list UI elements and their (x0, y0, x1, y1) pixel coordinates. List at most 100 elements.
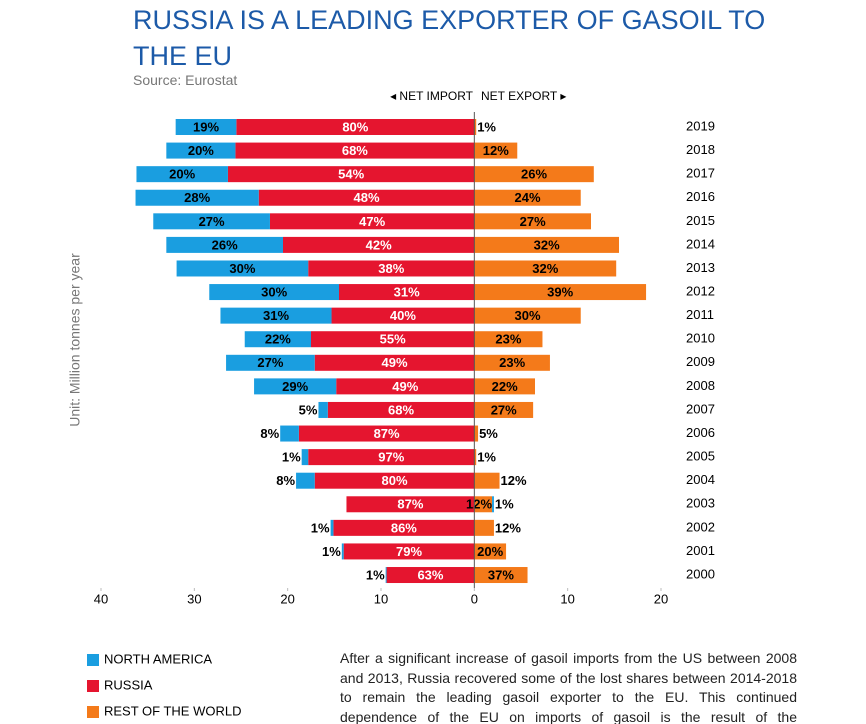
data-label: 12% (501, 473, 527, 488)
bar (301, 449, 309, 466)
bar (386, 567, 475, 584)
data-label: 24% (515, 190, 541, 205)
bar (258, 189, 475, 206)
bar (296, 472, 315, 489)
bar (269, 213, 475, 230)
bar (298, 425, 475, 442)
legend-swatch (87, 706, 99, 718)
category-label: 2016 (686, 189, 715, 204)
data-label: 19% (193, 119, 219, 134)
bar (235, 142, 475, 159)
data-label: 80% (382, 473, 408, 488)
data-label: 54% (338, 167, 364, 182)
data-label: 1% (495, 497, 514, 512)
data-label: 63% (417, 567, 443, 582)
category-label: 2015 (686, 213, 715, 228)
data-label: 1% (282, 450, 301, 465)
bar (474, 425, 479, 442)
bar (227, 166, 475, 183)
legend-label: REST OF THE WORLD (104, 703, 241, 718)
category-label: 2013 (686, 260, 715, 275)
data-label: 5% (479, 426, 498, 441)
data-label: 8% (260, 426, 279, 441)
data-label: 97% (378, 450, 404, 465)
bar (346, 496, 475, 513)
bar (318, 401, 328, 418)
bar (474, 378, 535, 395)
data-label: 12% (466, 497, 492, 512)
bar (492, 496, 494, 513)
data-label: 79% (396, 544, 422, 559)
category-label: 2002 (686, 519, 715, 534)
bar (474, 260, 617, 277)
data-label: 32% (534, 237, 560, 252)
category-label: 2018 (686, 142, 715, 157)
bar (474, 189, 581, 206)
category-label: 2000 (686, 566, 715, 581)
bar (474, 236, 619, 253)
category-label: 2012 (686, 283, 715, 298)
legend-swatch (87, 654, 99, 666)
bar (236, 119, 475, 135)
category-label: 2001 (686, 543, 715, 558)
x-tick-label: 10 (560, 591, 574, 606)
bar (474, 567, 528, 584)
data-label: 40% (390, 308, 416, 323)
bar (330, 519, 334, 536)
bar (209, 284, 339, 301)
bar (474, 496, 493, 513)
bar (474, 519, 494, 536)
x-tick-label: 30 (187, 591, 201, 606)
bar (474, 213, 591, 230)
bar (175, 119, 237, 135)
category-label: 2004 (686, 472, 715, 487)
bar (135, 189, 259, 206)
data-label: 31% (263, 308, 289, 323)
data-label: 23% (499, 355, 525, 370)
bar (333, 519, 475, 536)
category-label: 2003 (686, 496, 715, 511)
category-label: 2017 (686, 166, 715, 181)
data-label: 87% (397, 497, 423, 512)
bar (474, 331, 543, 348)
data-label: 80% (342, 119, 368, 134)
data-label: 68% (342, 143, 368, 158)
data-label: 20% (188, 143, 214, 158)
bar (153, 213, 270, 230)
data-label: 12% (495, 520, 521, 535)
data-label: 87% (374, 426, 400, 441)
bar (220, 307, 332, 324)
bar (339, 284, 475, 301)
bar (327, 401, 475, 418)
data-label: 30% (229, 261, 255, 276)
data-label: 38% (378, 261, 404, 276)
x-tick-label: 20 (654, 591, 668, 606)
category-label: 2010 (686, 331, 715, 346)
x-tick-label: 10 (374, 591, 388, 606)
x-tick-label: 20 (280, 591, 294, 606)
data-label: 20% (477, 544, 503, 559)
category-label: 2008 (686, 378, 715, 393)
data-label: 42% (366, 237, 392, 252)
data-label: 27% (520, 214, 546, 229)
left-header: ◂ NET IMPORT (390, 89, 474, 103)
bar (176, 260, 309, 277)
bar (474, 307, 581, 324)
y-axis-label: Unit: Million tonnes per year (67, 253, 83, 427)
data-label: 27% (257, 355, 283, 370)
category-label: 2007 (686, 401, 715, 416)
data-label: 26% (521, 167, 547, 182)
bar (474, 543, 507, 560)
bar (385, 567, 387, 584)
bar (331, 307, 475, 324)
data-label: 20% (169, 167, 195, 182)
body-text: After a significant increase of gasoil i… (340, 650, 797, 724)
category-label: 2014 (686, 236, 715, 251)
bar (283, 236, 475, 253)
legend-swatch (87, 680, 99, 692)
category-label: 2005 (686, 449, 715, 464)
data-label: 8% (276, 473, 295, 488)
data-label: 47% (359, 214, 385, 229)
bar (226, 354, 315, 371)
